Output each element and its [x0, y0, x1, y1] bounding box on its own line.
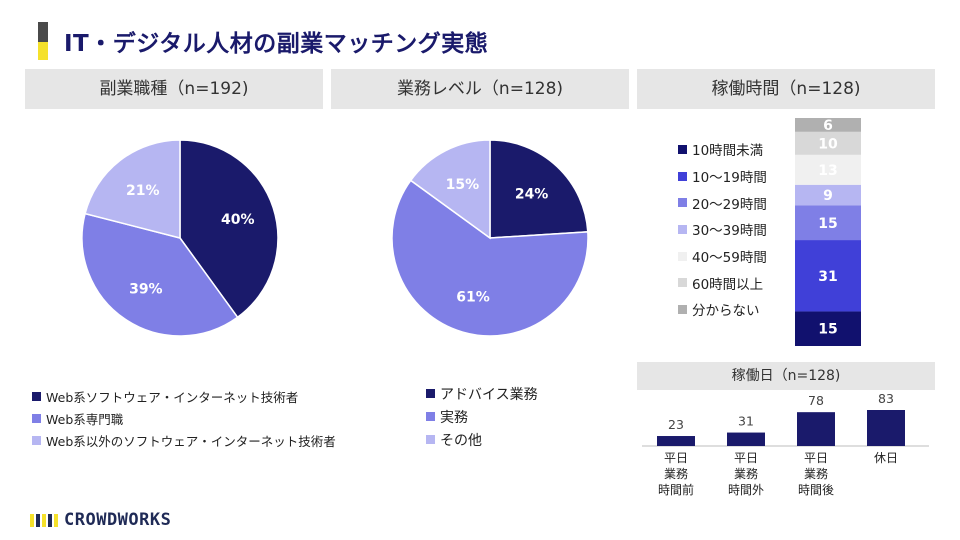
- work-days-category-3: 休日: [874, 451, 898, 465]
- work-hours-segment-label-4: 13: [818, 163, 837, 179]
- work-hours-segment-label-2: 15: [818, 216, 837, 232]
- work-hours-segment-label-0: 15: [818, 322, 837, 338]
- work-level-legend-label-0: アドバイス業務: [440, 386, 538, 403]
- work-hours-segment-label-1: 31: [818, 269, 837, 285]
- work-hours-legend-item-2: 20～29時間: [678, 189, 767, 216]
- work-days-value-1: 31: [738, 414, 754, 429]
- job-type-slice-label-1: 39%: [129, 281, 163, 297]
- work-level-legend-swatch-2: [426, 435, 435, 444]
- work-hours-segment-5: [795, 131, 861, 155]
- work-hours-legend-label-5: 60時間以上: [692, 276, 764, 293]
- work-hours-legend-swatch-1: [678, 171, 687, 181]
- work-hours-legend-label-4: 40～59時間: [692, 250, 767, 267]
- work-hours-segment-label-3: 9: [823, 188, 833, 204]
- job-type-slice-label-2: 21%: [126, 183, 160, 199]
- job-type-legend: Web系ソフトウェア・インターネット技術者 Web系専門職 Web系以外のソフトウェ…: [32, 385, 336, 451]
- work-level-pie-chart: 24% 61% 15%: [391, 139, 589, 337]
- job-type-legend-item-1: Web系専門職: [32, 407, 336, 429]
- job-type-slice-0: [179, 139, 279, 319]
- work-hours-segment-label-5: 10: [818, 136, 838, 152]
- work-hours-segment-2: [795, 205, 861, 241]
- work-hours-segment-label-6: 6: [823, 118, 833, 134]
- job-type-legend-swatch-1: [32, 413, 41, 423]
- job-type-slice-label-0: 40%: [221, 212, 255, 228]
- job-type-legend-label-0: Web系ソフトウェア・インターネット技術者: [46, 389, 299, 405]
- work-level-slice-1: [391, 179, 589, 337]
- logo-text: CROWDWORKS: [64, 510, 172, 530]
- work-level-legend-item-1: 実務: [426, 405, 538, 428]
- work-hours-legend: 10時間未満 10～19時間 20～29時間 30～39時間 40～59時間 60時間以上…: [678, 136, 767, 323]
- work-hours-legend-item-5: 60時間以上: [678, 269, 767, 296]
- job-type-legend-swatch-2: [32, 435, 41, 445]
- work-hours-legend-swatch-6: [678, 304, 687, 314]
- job-type-legend-item-0: Web系ソフトウェア・インターネット技術者: [32, 385, 336, 407]
- work-hours-segment-1: [795, 240, 861, 312]
- work-hours-legend-label-3: 30～39時間: [692, 223, 767, 240]
- work-level-slice-label-1: 61%: [456, 289, 490, 305]
- job-type-legend-label-1: Web系専門職: [46, 411, 124, 427]
- work-days-bar-1: [727, 432, 765, 446]
- work-hours-legend-swatch-2: [678, 198, 687, 208]
- crowdworks-logo-icon: [30, 514, 58, 527]
- job-type-legend-label-2: Web系以外のソフトウェア・インターネット技術者: [46, 433, 336, 449]
- job-type-header: 副業職種（n=192): [25, 69, 323, 109]
- work-days-value-2: 78: [808, 393, 824, 408]
- work-hours-legend-swatch-0: [678, 144, 687, 154]
- work-level-header: 業務レベル（n=128): [331, 69, 629, 109]
- work-days-bar-0: [657, 436, 695, 446]
- work-hours-segment-6: [795, 118, 861, 132]
- work-hours-legend-item-3: 30～39時間: [678, 216, 767, 243]
- work-hours-segment-4: [795, 154, 861, 185]
- work-hours-stacked-bar: 15 31 15 9 13 10 6: [795, 118, 861, 346]
- job-type-slice-2: [84, 139, 181, 239]
- work-hours-legend-swatch-4: [678, 251, 687, 261]
- work-hours-legend-label-0: 10時間未満: [692, 143, 764, 160]
- work-level-legend-swatch-1: [426, 412, 435, 421]
- work-level-legend-item-2: その他: [426, 428, 538, 451]
- work-days-category-1: 平日業務時間外: [728, 451, 764, 497]
- work-level-legend-label-2: その他: [440, 432, 482, 449]
- work-hours-legend-item-4: 40～59時間: [678, 243, 767, 270]
- work-level-legend-swatch-0: [426, 389, 435, 398]
- work-days-category-0: 平日業務時間前: [658, 451, 694, 497]
- work-hours-legend-item-6: 分からない: [678, 296, 767, 323]
- work-level-legend-item-0: アドバイス業務: [426, 382, 538, 405]
- work-days-bar-chart: 23 平日業務時間前 31 平日業務時間外 78 平日業務時間後 83 休日: [642, 392, 929, 497]
- work-days-header: 稼働日（n=128): [637, 362, 935, 390]
- work-hours-legend-label-2: 20～29時間: [692, 196, 767, 213]
- work-level-legend-label-1: 実務: [440, 409, 468, 426]
- work-hours-legend-label-1: 10～19時間: [692, 170, 767, 187]
- work-level-slice-label-0: 24%: [515, 187, 549, 203]
- work-hours-segment-3: [795, 184, 861, 206]
- work-hours-legend-label-6: 分からない: [692, 303, 760, 320]
- work-days-category-2: 平日業務時間後: [798, 451, 834, 497]
- work-hours-legend-item-1: 10～19時間: [678, 163, 767, 190]
- work-days-value-3: 83: [878, 392, 894, 406]
- work-level-slice-2: [409, 139, 491, 240]
- work-days-bar-2: [797, 412, 835, 446]
- work-hours-header: 稼働時間（n=128): [637, 69, 935, 109]
- work-level-legend: アドバイス業務 実務その他: [426, 382, 538, 451]
- crowdworks-logo: CROWDWORKS: [30, 510, 171, 530]
- work-hours-legend-swatch-3: [678, 224, 687, 234]
- work-days-value-0: 23: [668, 417, 684, 432]
- job-type-pie-chart: 40% 39% 21%: [81, 139, 279, 337]
- title-accent-bar: [38, 22, 48, 60]
- job-type-slice-1: [81, 212, 239, 337]
- work-days-bar-3: [867, 410, 905, 446]
- job-type-legend-swatch-0: [32, 391, 41, 401]
- work-hours-legend-swatch-5: [678, 278, 687, 288]
- work-level-slice-label-2: 15%: [446, 177, 480, 193]
- page-title: IT・デジタル人材の副業マッチング実態: [64, 31, 489, 57]
- work-hours-legend-item-0: 10時間未満: [678, 136, 767, 163]
- job-type-legend-item-2: Web系以外のソフトウェア・インターネット技術者: [32, 429, 336, 451]
- work-level-slice-0: [489, 139, 589, 239]
- work-hours-segment-0: [795, 311, 861, 346]
